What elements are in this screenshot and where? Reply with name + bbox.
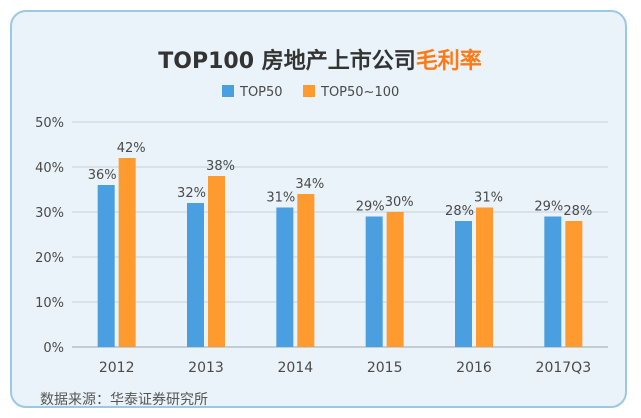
bar-top50-2016 [455, 221, 472, 347]
bar-top50-2013 [187, 203, 204, 347]
value-label: 38% [206, 159, 235, 174]
value-label: 28% [563, 204, 592, 219]
chart-title-main: TOP100 房地产上市公司 [158, 48, 415, 74]
value-label: 42% [117, 141, 146, 156]
value-label: 32% [177, 186, 206, 201]
legend-swatch-top50 [222, 85, 234, 97]
x-tick-label: 2013 [188, 360, 224, 376]
x-tick-label: 2015 [367, 360, 403, 376]
legend-swatch-top50-100 [303, 85, 315, 97]
bar-top50-2015 [365, 216, 383, 347]
y-tick-label: 40% [35, 161, 64, 176]
x-tick-label: 2012 [99, 360, 135, 376]
value-label: 34% [295, 177, 324, 192]
y-tick-label: 50% [35, 116, 64, 131]
value-label: 30% [385, 195, 414, 210]
value-label: 28% [445, 204, 474, 219]
legend-label-top50-100: TOP50~100 [320, 85, 399, 100]
bar-top50-100-2015 [386, 212, 404, 347]
bar-top50-100-2012 [118, 158, 136, 347]
legend: TOP50 TOP50~100 [222, 85, 399, 100]
bar-top50-100-2017Q3 [565, 221, 583, 347]
x-tick-label: 2014 [278, 360, 314, 376]
chart-title: TOP100 房地产上市公司毛利率 [158, 48, 481, 74]
y-tick-label: 10% [35, 296, 64, 311]
bar-top50-100-2014 [297, 194, 315, 347]
bar-top50-2017Q3 [544, 216, 562, 347]
value-label: 31% [266, 191, 295, 206]
chart-title-accent: 毛利率 [416, 48, 482, 74]
bar-top50-100-2013 [208, 176, 225, 347]
value-label: 31% [474, 191, 503, 206]
value-label: 36% [88, 168, 117, 183]
bar-top50-2012 [97, 185, 115, 347]
bar-top50-100-2016 [476, 207, 493, 347]
source-note: 数据来源：华泰证券研究所 [40, 392, 208, 408]
bar-top50-2014 [276, 207, 294, 347]
x-tick-label: 2017Q3 [536, 360, 592, 376]
y-tick-label: 0% [43, 341, 64, 356]
value-label: 29% [534, 200, 563, 215]
value-label: 29% [356, 200, 385, 215]
y-tick-label: 30% [35, 206, 64, 221]
y-tick-label: 20% [35, 251, 64, 266]
legend-label-top50: TOP50 [239, 85, 283, 100]
x-tick-label: 2016 [456, 360, 492, 376]
